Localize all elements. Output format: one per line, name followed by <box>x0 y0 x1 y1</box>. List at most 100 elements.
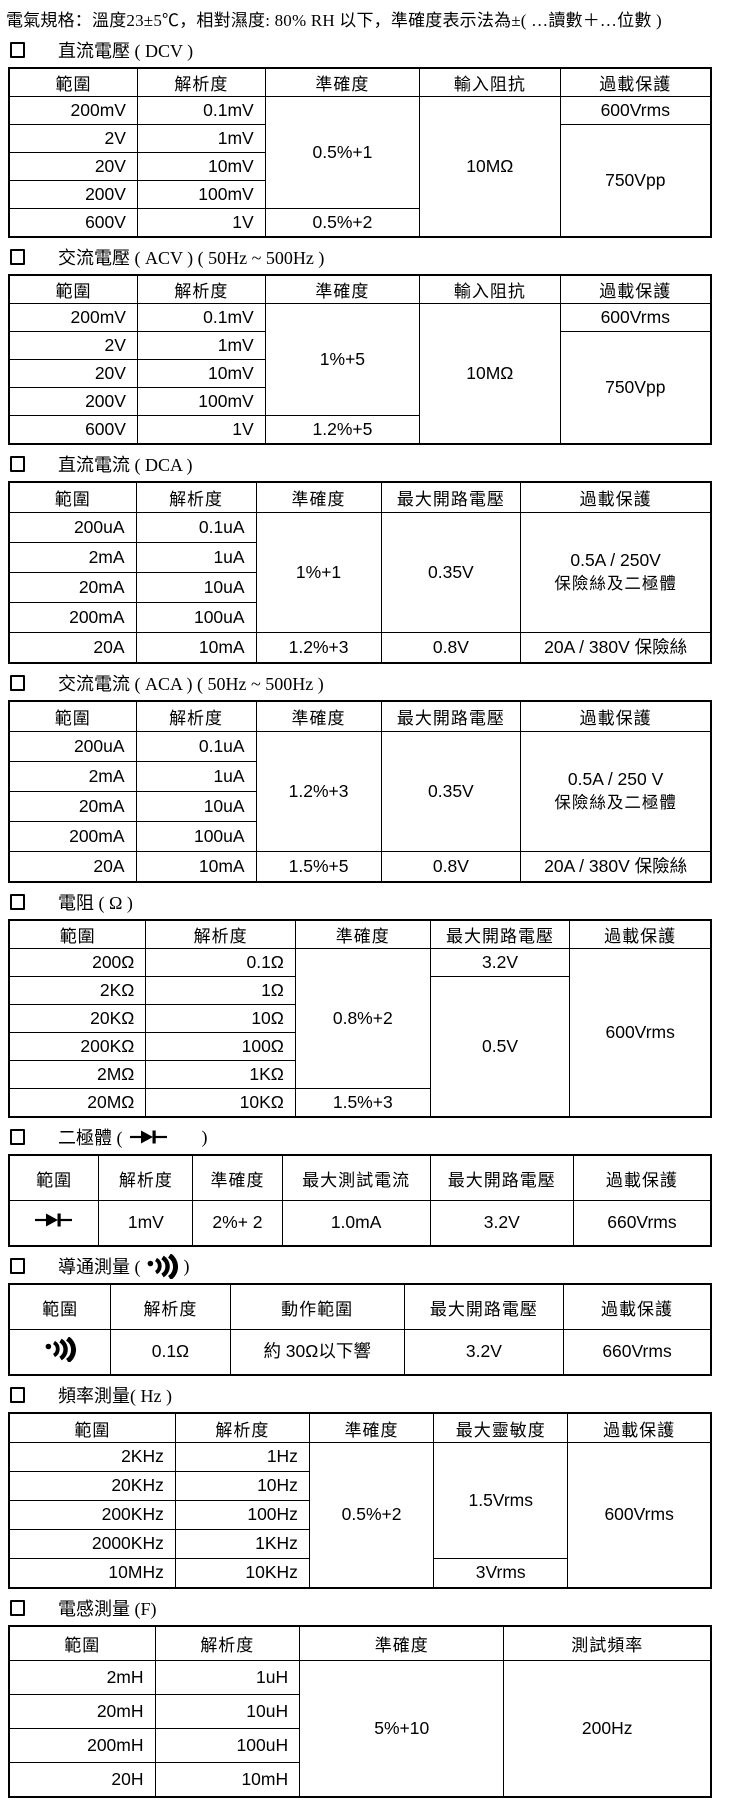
cell-text: 200mA <box>69 606 125 627</box>
table-row: 2MΩ 1KΩ <box>8 1060 711 1089</box>
header-row: 範圍 解析度 準確度 測試頻率 <box>8 1625 712 1661</box>
table-cell: 750Vpp <box>559 124 712 238</box>
table-cell: 10uA <box>135 791 257 822</box>
table-cell: 200V <box>8 180 138 209</box>
cell-text: 10KHz <box>245 1562 298 1583</box>
table-cell: 3Vrms <box>433 1558 569 1589</box>
column-header: 解析度 <box>136 274 266 304</box>
header-row: 範圍 解析度 準確度 最大測試電流 最大開路電壓 過載保護 <box>8 1154 712 1201</box>
section-title-text: 導通測量 ( ) <box>58 1253 190 1279</box>
table-cell: 600Vrms <box>559 96 712 125</box>
table-cell: 10uH <box>154 1694 301 1729</box>
table-cell: 0.5%+1 <box>264 96 421 209</box>
cell-text: 10MHz <box>108 1562 164 1583</box>
header-row: 範圍 解析度 準確度 最大開路電壓 過載保護 <box>8 481 712 513</box>
table-cell: 100Ω <box>145 1032 296 1061</box>
table-cell: 10mA <box>135 632 257 664</box>
table-cell: 0.8V <box>380 632 522 664</box>
cell-text: 5%+10 <box>374 1717 430 1738</box>
table-row: 2mA 1uA <box>8 761 711 792</box>
cell-text: 0.8%+2 <box>332 1007 393 1028</box>
cell-text: 0.1uA <box>198 735 245 756</box>
cell-text: 20H <box>111 1768 144 1789</box>
column-header: 解析度 <box>135 700 257 732</box>
table-cell: 20A <box>8 851 137 883</box>
table-cell: 1mV <box>136 124 266 153</box>
table-cell: 10uA <box>135 572 257 603</box>
cell-text: 20A <box>93 855 125 876</box>
table-cell: 10MΩ <box>419 96 561 238</box>
cell-text: 0.5%+2 <box>341 1504 402 1525</box>
table-cell: 2%+ 2 <box>192 1200 283 1247</box>
table-cell: 10MHz <box>8 1558 176 1589</box>
table-row: 200Ω 0.1Ω 0.8%+2 3.2V 600Vrms <box>8 948 712 1118</box>
table-cell: 200mA <box>8 602 137 633</box>
cell-text: 2MΩ <box>96 1063 135 1084</box>
table-cell: 1Ω <box>145 976 296 1005</box>
column-header: 測試頻率 <box>503 1625 712 1661</box>
cell-text: 10mH <box>241 1768 289 1789</box>
table-cell: 0.5A / 250V 保險絲及二極體 <box>520 512 712 633</box>
table-cell: 10Ω <box>145 1004 296 1033</box>
cell-text: 100uA <box>193 606 245 627</box>
table-cell: 20A / 380V 保險絲 <box>520 632 712 664</box>
cell-text: 600Vrms <box>600 306 670 327</box>
cell-text: 2mA <box>88 546 125 567</box>
section-acv: 交流電壓 ( ACV ) ( 50Hz ~ 500Hz ) 範圍 解析度 準確度 輸入阻… <box>6 245 738 445</box>
aca-table: 範圍 解析度 準確度 最大開路電壓 過載保護 200uA 0.1uA 1.2%+3 0.35V 0… <box>8 700 712 883</box>
cell-text: 3.2V <box>465 1341 502 1362</box>
column-header: 過載保護 <box>572 1154 712 1201</box>
table-row: 1mV 2%+ 2 1.0mA 3.2V 660Vrms <box>8 1200 712 1247</box>
cell-text: 200mV <box>70 306 126 327</box>
cell-text: 0.8V <box>432 855 469 876</box>
table-row: 20KHz 10Hz <box>8 1471 711 1501</box>
table-cell: 100mV <box>136 387 266 416</box>
column-header: 解析度 <box>174 1412 310 1443</box>
table-row: 2V 1mV 750Vpp <box>8 124 712 238</box>
column-header: 準確度 <box>255 700 382 732</box>
table-cell: 200KHz <box>8 1500 176 1530</box>
column-header: 過載保護 <box>520 700 712 732</box>
table-cell: 600Vrms <box>567 1442 712 1589</box>
cell-text: 100uA <box>193 825 245 846</box>
cell-text: 10uA <box>203 795 245 816</box>
cell-text: 10MΩ <box>466 362 514 383</box>
cell-text: 2V <box>104 127 126 148</box>
section-title-dca: 直流電流 ( DCA ) <box>10 452 738 476</box>
diode-icon <box>129 1129 169 1145</box>
table-cell: 660Vrms <box>563 1329 712 1376</box>
section-resistance: 電阻 ( Ω ) 範圍 解析度 準確度 最大開路電壓 過載保護 200Ω 0.1Ω 0.8%+2… <box>6 890 738 1118</box>
cell-text: 100mV <box>198 183 254 204</box>
column-header: 最大開路電壓 <box>403 1283 565 1330</box>
table-row: 200uA 0.1uA 1.2%+3 0.35V 0.5A / 250 V 保險絲及二極體 <box>8 731 712 852</box>
continuity-icon <box>45 1336 76 1362</box>
table-cell: 100uH <box>154 1728 301 1763</box>
section-title-text: 電感測量 (F) <box>58 1599 157 1619</box>
cell-text: 10KΩ <box>239 1091 284 1112</box>
section-frequency: 頻率測量( Hz ) 範圍 解析度 準確度 最大靈敏度 過載保護 2KHz 1Hz 0.5%+2… <box>6 1383 738 1589</box>
table-cell: 2MΩ <box>8 1060 147 1089</box>
cell-text: 1V <box>232 418 254 439</box>
cell-text: 2000KHz <box>91 1533 164 1554</box>
column-header: 最大測試電流 <box>281 1154 431 1201</box>
column-header: 解析度 <box>98 1154 194 1201</box>
cell-text: 10mV <box>207 362 254 383</box>
table-row: 2mH 1uH 5%+10 200Hz <box>8 1660 712 1798</box>
table-cell: 600Vrms <box>559 303 712 332</box>
cell-text: 660Vrms <box>607 1212 677 1233</box>
table-cell: 1mV <box>136 331 266 360</box>
table-cell: 2000KHz <box>8 1529 176 1559</box>
cell-text: 2mA <box>88 765 125 786</box>
section-title-inductance: 電感測量 (F) <box>10 1596 738 1620</box>
section-title-continuity: 導通測量 ( ) <box>10 1253 738 1279</box>
table-cell: 20KHz <box>8 1471 176 1501</box>
cell-text: 1KΩ <box>249 1063 284 1084</box>
table-cell: 200uA <box>8 512 137 543</box>
cell-text: 20A / 380V 保險絲 <box>544 855 688 876</box>
cell-text: 200KΩ <box>80 1035 135 1056</box>
cell-text: 2KHz <box>121 1446 164 1467</box>
table-cell: 0.1uA <box>135 731 257 762</box>
cell-text: 200V <box>85 390 126 411</box>
table-cell: 600Vrms <box>569 948 712 1118</box>
